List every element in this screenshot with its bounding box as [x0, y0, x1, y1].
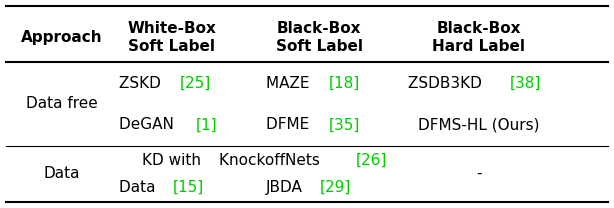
Text: [15]: [15]	[173, 180, 204, 195]
Text: ZSKD: ZSKD	[119, 76, 166, 91]
Text: Approach: Approach	[21, 30, 102, 45]
Text: Data free: Data free	[26, 97, 97, 111]
Text: MAZE: MAZE	[266, 76, 314, 91]
Text: Black-Box
Soft Label: Black-Box Soft Label	[276, 21, 363, 54]
Text: [35]: [35]	[328, 117, 360, 132]
Text: DeGAN: DeGAN	[119, 117, 179, 132]
Text: KD with: KD with	[142, 153, 201, 168]
Text: [26]: [26]	[356, 153, 387, 168]
Text: [18]: [18]	[328, 76, 360, 91]
Text: [38]: [38]	[510, 76, 542, 91]
Text: Black-Box
Hard Label: Black-Box Hard Label	[432, 21, 526, 54]
Text: Data: Data	[119, 180, 160, 195]
Text: DFME: DFME	[266, 117, 314, 132]
Text: [1]: [1]	[196, 117, 217, 132]
Text: ZSDB3KD: ZSDB3KD	[408, 76, 487, 91]
Text: DFMS-HL (Ours): DFMS-HL (Ours)	[418, 117, 540, 132]
Text: KnockoffNets: KnockoffNets	[219, 153, 325, 168]
Text: White-Box
Soft Label: White-Box Soft Label	[128, 21, 216, 54]
Text: [29]: [29]	[320, 180, 352, 195]
Text: JBDA: JBDA	[266, 180, 308, 195]
Text: [25]: [25]	[179, 76, 211, 91]
Text: Data: Data	[43, 166, 80, 181]
Text: -: -	[476, 166, 481, 181]
